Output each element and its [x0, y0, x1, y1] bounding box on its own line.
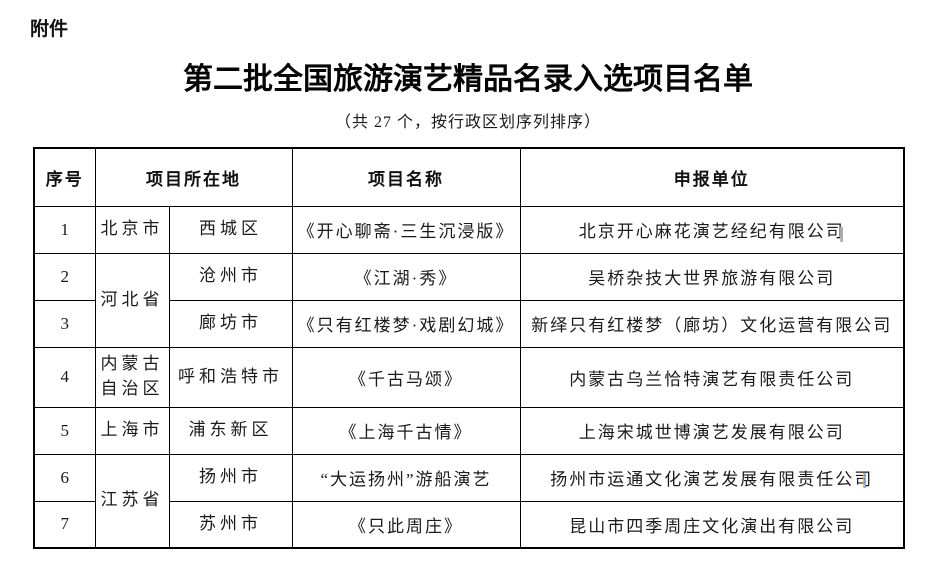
projects-table: 序号 项目所在地 项目名称 申报单位 1 北京市 西城区 《开心聊斋·三生沉浸版… — [33, 147, 905, 549]
unit-cell: 昆山市四季周庄文化演出有限公司 — [519, 500, 905, 549]
project-name-cell: 《开心聊斋·三生沉浸版》 — [291, 205, 521, 254]
document-subtitle: （共 27 个，按行政区划序列排序） — [334, 114, 601, 131]
city-cell: 西城区 — [168, 205, 293, 254]
city-cell: 扬州市 — [168, 453, 293, 502]
seq-cell: 6 — [33, 453, 96, 502]
table-row: 7 苏州市 《只此周庄》 昆山市四季周庄文化演出有限公司 — [33, 500, 905, 549]
project-name-cell: “大运扬州”游船演艺 — [291, 453, 521, 502]
province-cell: 北京市 — [94, 205, 170, 254]
project-name-cell: 《上海千古情》 — [291, 406, 521, 455]
project-name-cell: 《千古马颂》 — [291, 346, 521, 408]
column-header-location: 项目所在地 — [94, 147, 293, 207]
column-header-project: 项目名称 — [291, 147, 521, 207]
seq-cell: 7 — [33, 500, 96, 549]
city-cell: 呼和浩特市 — [168, 346, 293, 408]
table-row: 1 北京市 西城区 《开心聊斋·三生沉浸版》 北京开心麻花演艺经纪有限公司 — [33, 205, 905, 254]
table-row: 6 江苏省 扬州市 “大运扬州”游船演艺 扬州市运通文化演艺发展有限责任公司 — [33, 453, 905, 549]
seq-cell: 3 — [33, 299, 96, 348]
seq-cell: 1 — [33, 205, 96, 254]
text-cursor-artifact — [840, 227, 843, 242]
project-name-cell: 《只此周庄》 — [291, 500, 521, 549]
unit-cell: 吴桥杂技大世界旅游有限公司 — [519, 252, 905, 301]
province-cell-merged: 河北省 — [94, 252, 170, 348]
unit-cell: 北京开心麻花演艺经纪有限公司 — [519, 205, 905, 254]
city-cell: 浦东新区 — [168, 406, 293, 455]
table-row: 5 上海市 浦东新区 《上海千古情》 上海宋城世博演艺发展有限公司 — [33, 406, 905, 455]
column-header-unit: 申报单位 — [519, 147, 905, 207]
city-cell: 苏州市 — [168, 500, 293, 549]
unit-cell: 内蒙古乌兰恰特演艺有限责任公司 — [519, 346, 905, 408]
project-name-cell: 《只有红楼梦·戏剧幻城》 — [291, 299, 521, 348]
province-cell-merged: 江苏省 — [94, 453, 170, 549]
seq-cell: 5 — [33, 406, 96, 455]
city-cell: 廊坊市 — [168, 299, 293, 348]
project-name-cell: 《江湖·秀》 — [291, 252, 521, 301]
document-title: 第二批全国旅游演艺精品名录入选项目名单 — [183, 63, 753, 96]
attachment-label: 附件 — [30, 19, 69, 40]
seq-cell: 4 — [33, 346, 96, 408]
city-cell: 沧州市 — [168, 252, 293, 301]
province-cell: 内蒙古自治区 — [94, 346, 170, 408]
table-header-row: 序号 项目所在地 项目名称 申报单位 — [33, 147, 905, 207]
table-row: 2 河北省 沧州市 《江湖·秀》 吴桥杂技大世界旅游有限公司 — [33, 252, 905, 348]
unit-cell: 扬州市运通文化演艺发展有限责任公司 — [519, 453, 905, 502]
province-cell: 上海市 — [94, 406, 170, 455]
seq-cell: 2 — [33, 252, 96, 301]
unit-cell: 新绎只有红楼梦（廊坊）文化运营有限公司 — [519, 299, 905, 348]
column-header-seq: 序号 — [33, 147, 96, 207]
text-cursor-artifact — [863, 473, 866, 488]
table-row: 4 内蒙古自治区 呼和浩特市 《千古马颂》 内蒙古乌兰恰特演艺有限责任公司 — [33, 346, 905, 408]
unit-cell: 上海宋城世博演艺发展有限公司 — [519, 406, 905, 455]
